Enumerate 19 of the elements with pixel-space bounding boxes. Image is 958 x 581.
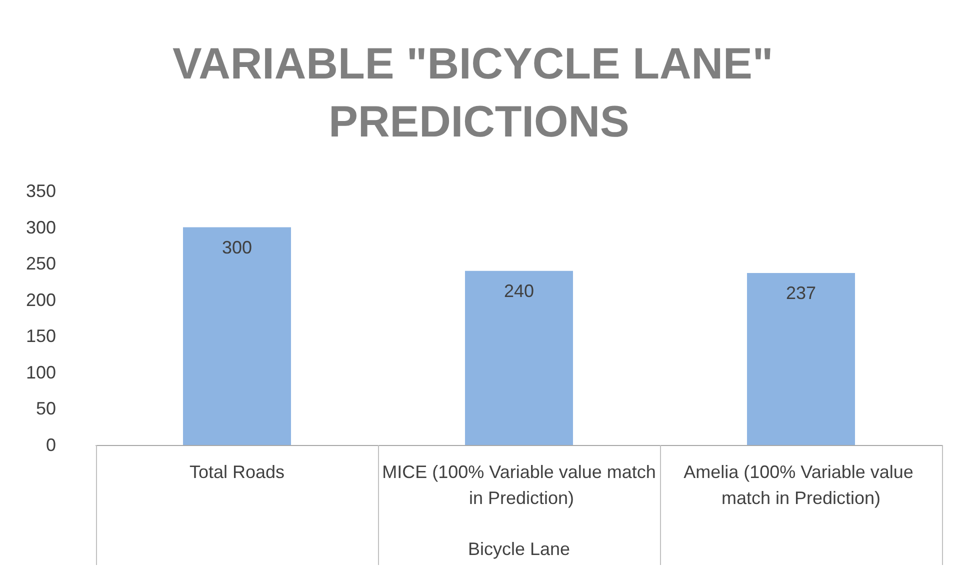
y-tick-label: 250 [26, 254, 56, 274]
y-tick-label: 100 [26, 362, 56, 382]
data-label: 240 [504, 280, 534, 301]
bar [747, 273, 855, 445]
x-tick-label: Amelia (100% Variable value match in Prediction) [684, 462, 918, 508]
y-tick-label: 350 [26, 181, 56, 201]
x-tick-label: Total Roads [189, 462, 285, 482]
y-tick-label: 150 [26, 326, 56, 346]
data-label: 300 [222, 237, 252, 258]
y-tick-label: 200 [26, 290, 56, 310]
chart-title: VARIABLE "BICYCLE LANE" PREDICTIONS [172, 40, 786, 146]
y-tick-label: 50 [36, 398, 56, 419]
data-label: 237 [786, 283, 816, 304]
x-tick-label: MICE (100% Variable value match in Prediction) [382, 462, 656, 508]
x-axis-title: Bicycle Lane [468, 539, 570, 559]
y-tick-label: 300 [26, 217, 56, 238]
bar [465, 270, 573, 445]
y-tick-label: 0 [46, 435, 56, 455]
bar [183, 227, 291, 445]
